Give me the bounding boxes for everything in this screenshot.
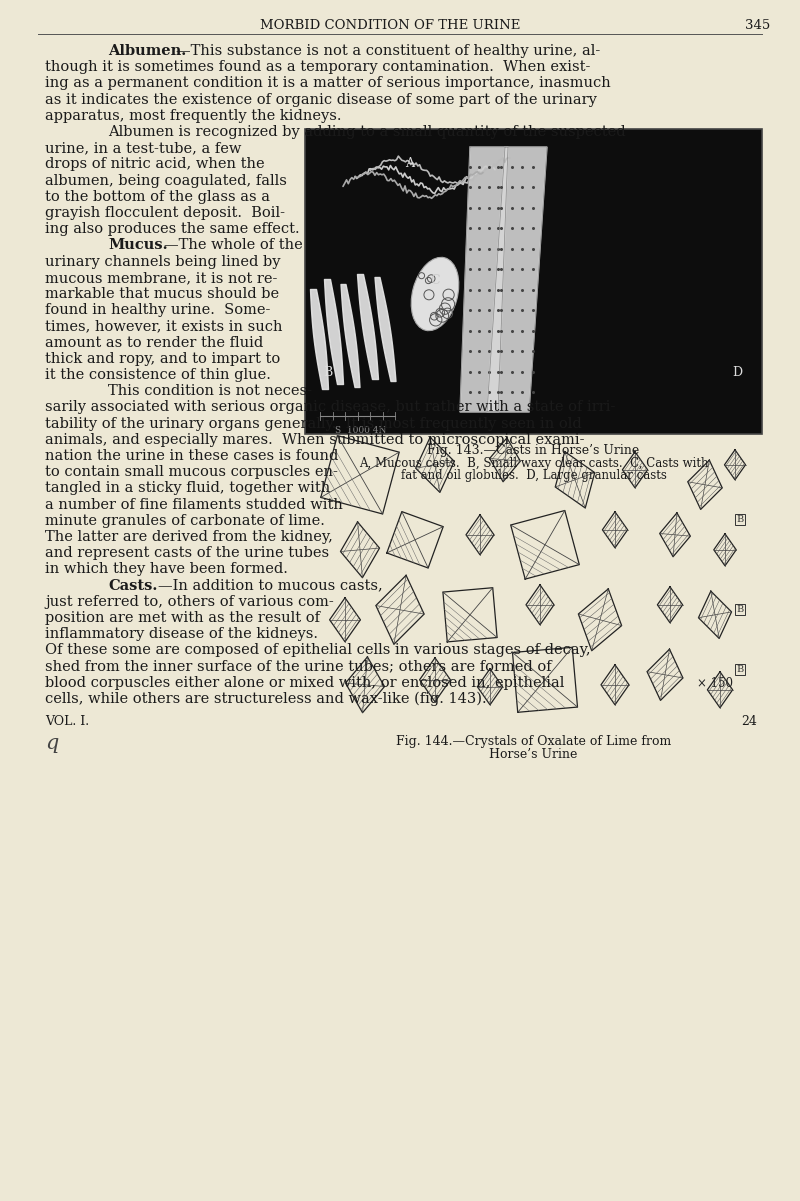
Text: ing also produces the same effect.: ing also produces the same effect. [45,222,300,237]
Text: ing as a permanent condition it is a matter of serious importance, inasmuch: ing as a permanent condition it is a mat… [45,77,610,90]
Text: it the consistence of thin glue.: it the consistence of thin glue. [45,368,271,382]
Text: animals, and especially mares.  When submitted to microscopical exami-: animals, and especially mares. When subm… [45,432,585,447]
Text: Horse’s Urine: Horse’s Urine [490,748,578,760]
Text: inflammatory disease of the kidneys.: inflammatory disease of the kidneys. [45,627,318,641]
Text: A: A [405,157,414,171]
Text: sarily associated with serious organic disease, but rather with a state of irri-: sarily associated with serious organic d… [45,400,615,414]
Text: q: q [45,734,58,753]
Text: —The whole of the: —The whole of the [164,239,302,252]
Text: B: B [736,515,744,525]
Text: blood corpuscles either alone or mixed with, or enclosed in, epithelial: blood corpuscles either alone or mixed w… [45,676,564,689]
Text: urinary channels being lined by: urinary channels being lined by [45,255,281,269]
Text: The latter are derived from the kidney,: The latter are derived from the kidney, [45,530,333,544]
Text: a number of fine filaments studded with: a number of fine filaments studded with [45,497,343,512]
Text: B: B [323,366,332,380]
Text: tability of the urinary organs generally.  It is most frequently seen in old: tability of the urinary organs generally… [45,417,582,431]
Text: in which they have been formed.: in which they have been formed. [45,562,288,576]
Text: B: B [736,605,744,614]
Text: albumen, being coagulated, falls: albumen, being coagulated, falls [45,174,287,187]
Text: markable that mucus should be: markable that mucus should be [45,287,279,301]
Text: to the bottom of the glass as a: to the bottom of the glass as a [45,190,270,204]
Bar [305,129,762,434]
Text: though it is sometimes found as a temporary contamination.  When exist-: though it is sometimes found as a tempor… [45,60,590,74]
Text: nation the urine in these cases is found: nation the urine in these cases is found [45,449,338,464]
Text: Fig. 144.—Crystals of Oxalate of Lime from: Fig. 144.—Crystals of Oxalate of Lime fr… [396,735,671,748]
Text: —This substance is not a constituent of healthy urine, al-: —This substance is not a constituent of … [176,44,600,58]
Text: × 150: × 150 [697,677,733,689]
Text: shed from the inner surface of the urine tubes; others are formed of: shed from the inner surface of the urine… [45,659,552,674]
Text: Albumen.: Albumen. [108,44,186,58]
Text: thick and ropy, and to impart to: thick and ropy, and to impart to [45,352,280,366]
Text: Fig. 143.—Casts in Horse’s Urine: Fig. 143.—Casts in Horse’s Urine [427,444,640,458]
Text: times, however, it exists in such: times, however, it exists in such [45,319,282,334]
Bar [305,435,762,724]
Text: mucous membrane, it is not re-: mucous membrane, it is not re- [45,270,278,285]
Text: and represent casts of the urine tubes: and represent casts of the urine tubes [45,546,329,560]
Text: D: D [732,366,742,380]
Text: MORBID CONDITION OF THE URINE: MORBID CONDITION OF THE URINE [260,19,520,32]
Ellipse shape [411,257,459,330]
Text: 24: 24 [741,715,757,728]
Text: C: C [430,274,440,287]
Polygon shape [460,147,508,412]
Polygon shape [487,147,547,412]
Text: amount as to render the fluid: amount as to render the fluid [45,335,263,349]
Text: cells, while others are structureless and wax-like (fig. 143).: cells, while others are structureless an… [45,692,486,706]
Text: S  1000 4N: S 1000 4N [335,426,386,435]
Text: drops of nitric acid, when the: drops of nitric acid, when the [45,157,265,172]
Text: as it indicates the existence of organic disease of some part of the urinary: as it indicates the existence of organic… [45,92,597,107]
Text: apparatus, most frequently the kidneys.: apparatus, most frequently the kidneys. [45,109,342,123]
Text: to contain small mucous corpuscles en-: to contain small mucous corpuscles en- [45,465,338,479]
Text: Albumen is recognized by adding to a small quantity of the suspected: Albumen is recognized by adding to a sma… [108,125,626,139]
Text: urine, in a test-tube, a few: urine, in a test-tube, a few [45,142,242,155]
Text: fat and oil globules.  D, Large granular casts: fat and oil globules. D, Large granular … [401,470,666,482]
Text: VOL. I.: VOL. I. [45,715,89,728]
Text: minute granules of carbonate of lime.: minute granules of carbonate of lime. [45,514,325,527]
Text: found in healthy urine.  Some-: found in healthy urine. Some- [45,303,270,317]
Text: Casts.: Casts. [108,579,158,592]
Text: —In addition to mucous casts,: —In addition to mucous casts, [158,579,382,592]
Text: grayish flocculent deposit.  Boil-: grayish flocculent deposit. Boil- [45,207,285,220]
Text: position are met with as the result of: position are met with as the result of [45,611,320,625]
Text: just referred to, others of various com-: just referred to, others of various com- [45,594,334,609]
Text: A, Mucous casts.  B, Small waxy clear casts.  C, Casts with: A, Mucous casts. B, Small waxy clear cas… [358,458,708,470]
Text: Mucus.: Mucus. [108,239,168,252]
Text: tangled in a sticky fluid, together with: tangled in a sticky fluid, together with [45,482,330,495]
Text: 345: 345 [745,19,770,32]
Text: B: B [736,665,744,674]
Text: Of these some are composed of epithelial cells in various stages of decay,: Of these some are composed of epithelial… [45,644,590,657]
Text: This condition is not neces-: This condition is not neces- [108,384,312,399]
